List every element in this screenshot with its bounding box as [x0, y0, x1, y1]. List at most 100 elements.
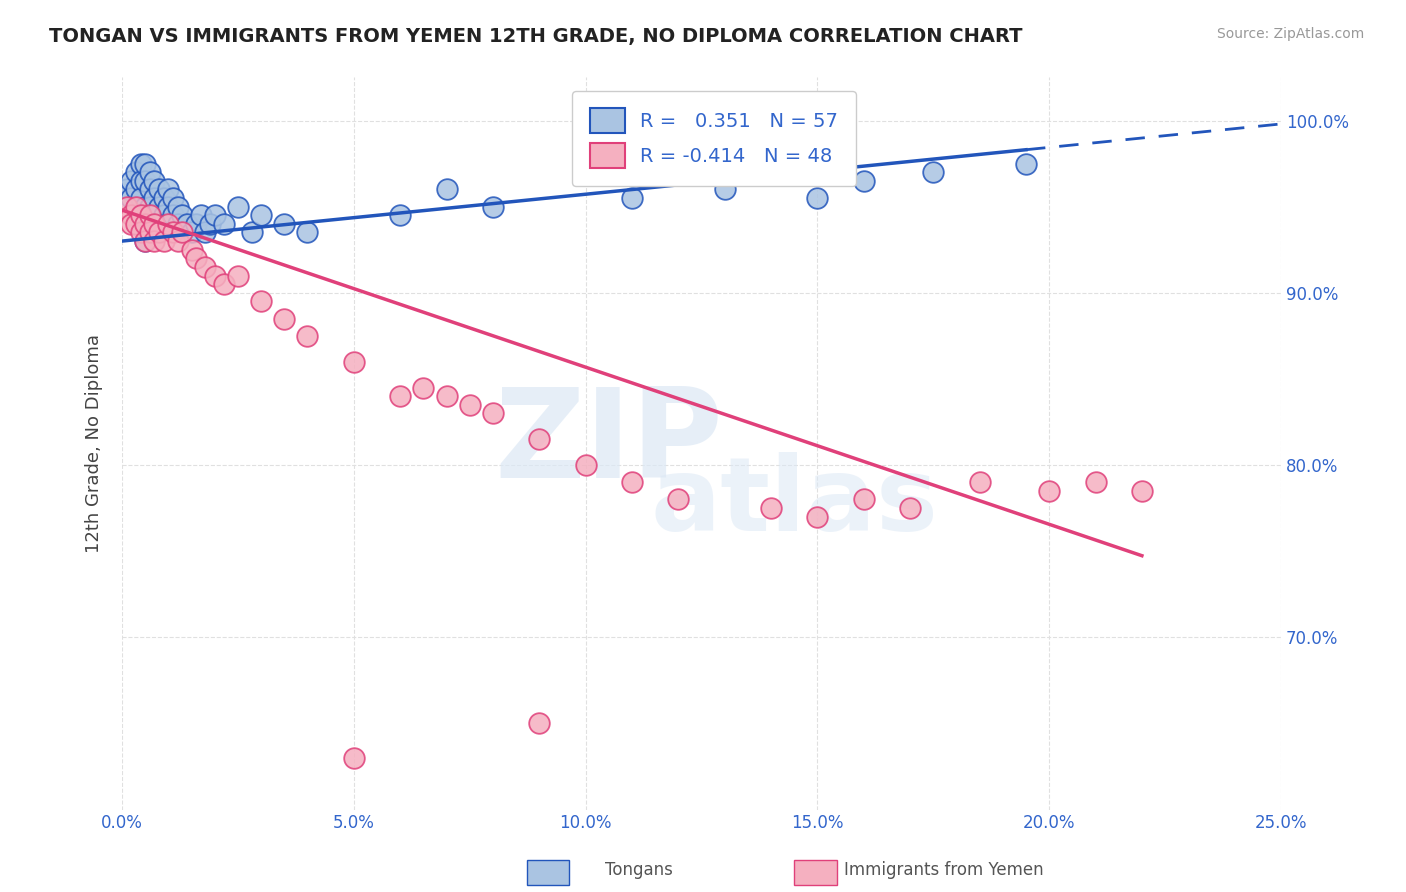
Point — [143, 191, 166, 205]
Point — [143, 208, 166, 222]
Point — [620, 191, 643, 205]
Point — [162, 208, 184, 222]
Point — [162, 226, 184, 240]
Point — [389, 208, 412, 222]
Point — [125, 182, 148, 196]
Point — [172, 226, 194, 240]
Point — [180, 226, 202, 240]
Point — [226, 268, 249, 283]
Text: Source: ZipAtlas.com: Source: ZipAtlas.com — [1216, 27, 1364, 41]
Point — [620, 475, 643, 490]
Y-axis label: 12th Grade, No Diploma: 12th Grade, No Diploma — [86, 334, 103, 553]
Point — [129, 191, 152, 205]
Point — [713, 182, 735, 196]
Point — [115, 182, 138, 196]
Point — [134, 234, 156, 248]
Point — [806, 191, 828, 205]
Text: Immigrants from Yemen: Immigrants from Yemen — [844, 861, 1043, 879]
Point — [120, 174, 142, 188]
Point — [148, 217, 170, 231]
Point — [575, 458, 598, 472]
Point — [152, 208, 174, 222]
Point — [180, 243, 202, 257]
Point — [273, 311, 295, 326]
Point — [806, 509, 828, 524]
Point — [157, 182, 180, 196]
Point — [152, 191, 174, 205]
Point — [343, 751, 366, 765]
Point — [148, 200, 170, 214]
Point — [250, 208, 273, 222]
Point — [148, 226, 170, 240]
Point — [139, 208, 162, 222]
Point — [166, 200, 188, 214]
Point — [134, 217, 156, 231]
Point — [250, 294, 273, 309]
Point — [125, 200, 148, 214]
Point — [198, 217, 221, 231]
Point — [852, 174, 875, 188]
Point — [129, 156, 152, 170]
Point — [212, 277, 235, 292]
Text: Tongans: Tongans — [605, 861, 672, 879]
Point — [139, 226, 162, 240]
Point — [204, 268, 226, 283]
Point — [125, 165, 148, 179]
Point — [139, 165, 162, 179]
Point — [129, 226, 152, 240]
Text: atlas: atlas — [651, 451, 938, 552]
Point — [1038, 483, 1060, 498]
Point — [129, 208, 152, 222]
Point — [129, 174, 152, 188]
Point — [148, 182, 170, 196]
Point — [125, 200, 148, 214]
Point — [152, 234, 174, 248]
Point — [143, 174, 166, 188]
Point — [212, 217, 235, 231]
Point — [139, 182, 162, 196]
Point — [157, 217, 180, 231]
Point — [529, 716, 551, 731]
Legend: R =   0.351   N = 57, R = -0.414   N = 48: R = 0.351 N = 57, R = -0.414 N = 48 — [572, 91, 856, 186]
Text: TONGAN VS IMMIGRANTS FROM YEMEN 12TH GRADE, NO DIPLOMA CORRELATION CHART: TONGAN VS IMMIGRANTS FROM YEMEN 12TH GRA… — [49, 27, 1022, 45]
Point — [458, 398, 481, 412]
Point — [129, 208, 152, 222]
Point — [120, 208, 142, 222]
Point — [194, 226, 217, 240]
Point — [436, 389, 458, 403]
Point — [1084, 475, 1107, 490]
Point — [157, 200, 180, 214]
Point — [166, 217, 188, 231]
Point — [852, 492, 875, 507]
Point — [186, 252, 208, 266]
Text: ZIP: ZIP — [495, 383, 723, 504]
Point — [204, 208, 226, 222]
Point — [134, 174, 156, 188]
Point — [297, 328, 319, 343]
Point — [1130, 483, 1153, 498]
Point — [143, 217, 166, 231]
Point — [297, 226, 319, 240]
Point — [436, 182, 458, 196]
Point — [115, 200, 138, 214]
Point — [922, 165, 945, 179]
Point — [120, 191, 142, 205]
Point — [389, 389, 412, 403]
Point — [186, 217, 208, 231]
Point — [125, 217, 148, 231]
Point — [139, 200, 162, 214]
Point — [134, 217, 156, 231]
Point — [172, 208, 194, 222]
Point — [1015, 156, 1038, 170]
Point — [134, 200, 156, 214]
Point — [529, 432, 551, 446]
Point — [666, 492, 689, 507]
Point — [157, 217, 180, 231]
Point — [120, 217, 142, 231]
Point — [482, 406, 505, 420]
Point — [162, 191, 184, 205]
Point — [226, 200, 249, 214]
Point — [273, 217, 295, 231]
Point — [482, 200, 505, 214]
Point — [139, 217, 162, 231]
